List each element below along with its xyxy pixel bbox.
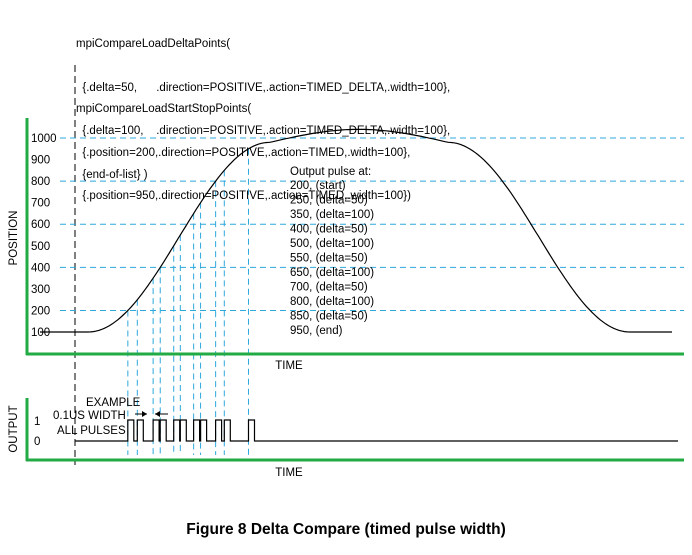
note-line: 700, (delta=50) (290, 282, 368, 294)
code-line: mpiCompareLoadDeltaPoints( (76, 38, 231, 50)
pulse-width-arrows (135, 411, 168, 417)
position-tick-label: 400 (31, 262, 50, 274)
note-line: 800, (delta=100) (290, 296, 374, 308)
note-line: 250, (delta=50) (290, 195, 368, 207)
guide-lines (60, 137, 684, 455)
code-line: {.position=950,.direction=POSITIVE,.acti… (76, 190, 411, 202)
position-tick-label: 200 (31, 305, 50, 317)
note-line: 650, (delta=100) (290, 267, 374, 279)
note-line: 400, (delta=50) (290, 224, 368, 236)
code-line: mpiCompareLoadStartStopPoints( (76, 103, 252, 115)
note-line: 850, (delta=50) (290, 311, 368, 323)
code-line: {end-of-list} ) (76, 168, 148, 181)
code-line: {.delta=50, .direction=POSITIVE,.action=… (76, 81, 451, 94)
start-stop-points-code: mpiCompareLoadStartStopPoints( {.positio… (76, 73, 411, 218)
position-tick-label: 900 (31, 155, 50, 167)
note-line: 350, (delta=100) (290, 209, 374, 221)
position-curve (40, 128, 672, 333)
position-tick-label: 1000 (31, 133, 57, 145)
delta-points-code: mpiCompareLoadDeltaPoints( {.delta=50, .… (76, 8, 450, 197)
position-ylabel: POSITION (8, 211, 20, 266)
note-line: 500, (delta=100) (290, 238, 374, 250)
pulse-train (75, 419, 678, 442)
position-tick-label: 300 (31, 284, 50, 296)
figure-caption: Figure 8 Delta Compare (timed pulse widt… (186, 521, 506, 538)
position-tick-label: 600 (31, 219, 50, 231)
note-line: 200, (start) (290, 180, 346, 192)
code-line: {.delta=100, .direction=POSITIVE,.action… (76, 125, 451, 137)
note-line: 550, (delta=50) (290, 253, 368, 265)
position-y-ticks: 100 200 300 400 500 600 700 800 900 1000 (31, 133, 57, 339)
code-line: {.position=200,.direction=POSITIVE,.acti… (76, 146, 411, 159)
position-xlabel: TIME (275, 360, 303, 372)
example-line-3: ALL PULSES (57, 425, 126, 437)
output-xlabel: TIME (275, 467, 303, 479)
note-title: Output pulse at: (290, 166, 371, 178)
output-pulse-note: Output pulse at: 200, (start) 250, (delta… (290, 166, 374, 337)
output-tick-0: 0 (34, 436, 40, 448)
output-tick-1: 1 (34, 416, 40, 428)
position-tick-label: 100 (31, 327, 50, 339)
position-tick-label: 800 (31, 176, 50, 188)
example-line-2: 0.1US WIDTH (53, 410, 126, 422)
position-tick-label: 500 (31, 241, 50, 253)
position-tick-label: 700 (31, 198, 50, 210)
note-line: 950, (end) (290, 325, 343, 337)
output-ylabel: OUTPUT (8, 405, 20, 452)
example-line-1: EXAMPLE (86, 397, 141, 409)
